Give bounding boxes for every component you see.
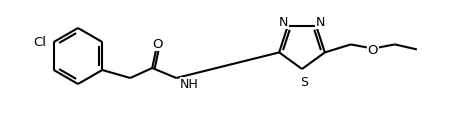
Text: NH: NH: [180, 78, 199, 91]
Text: Cl: Cl: [33, 36, 46, 49]
Text: N: N: [315, 16, 325, 29]
Text: S: S: [300, 75, 308, 88]
Text: O: O: [368, 44, 378, 56]
Text: N: N: [279, 16, 288, 29]
Text: O: O: [152, 38, 162, 51]
